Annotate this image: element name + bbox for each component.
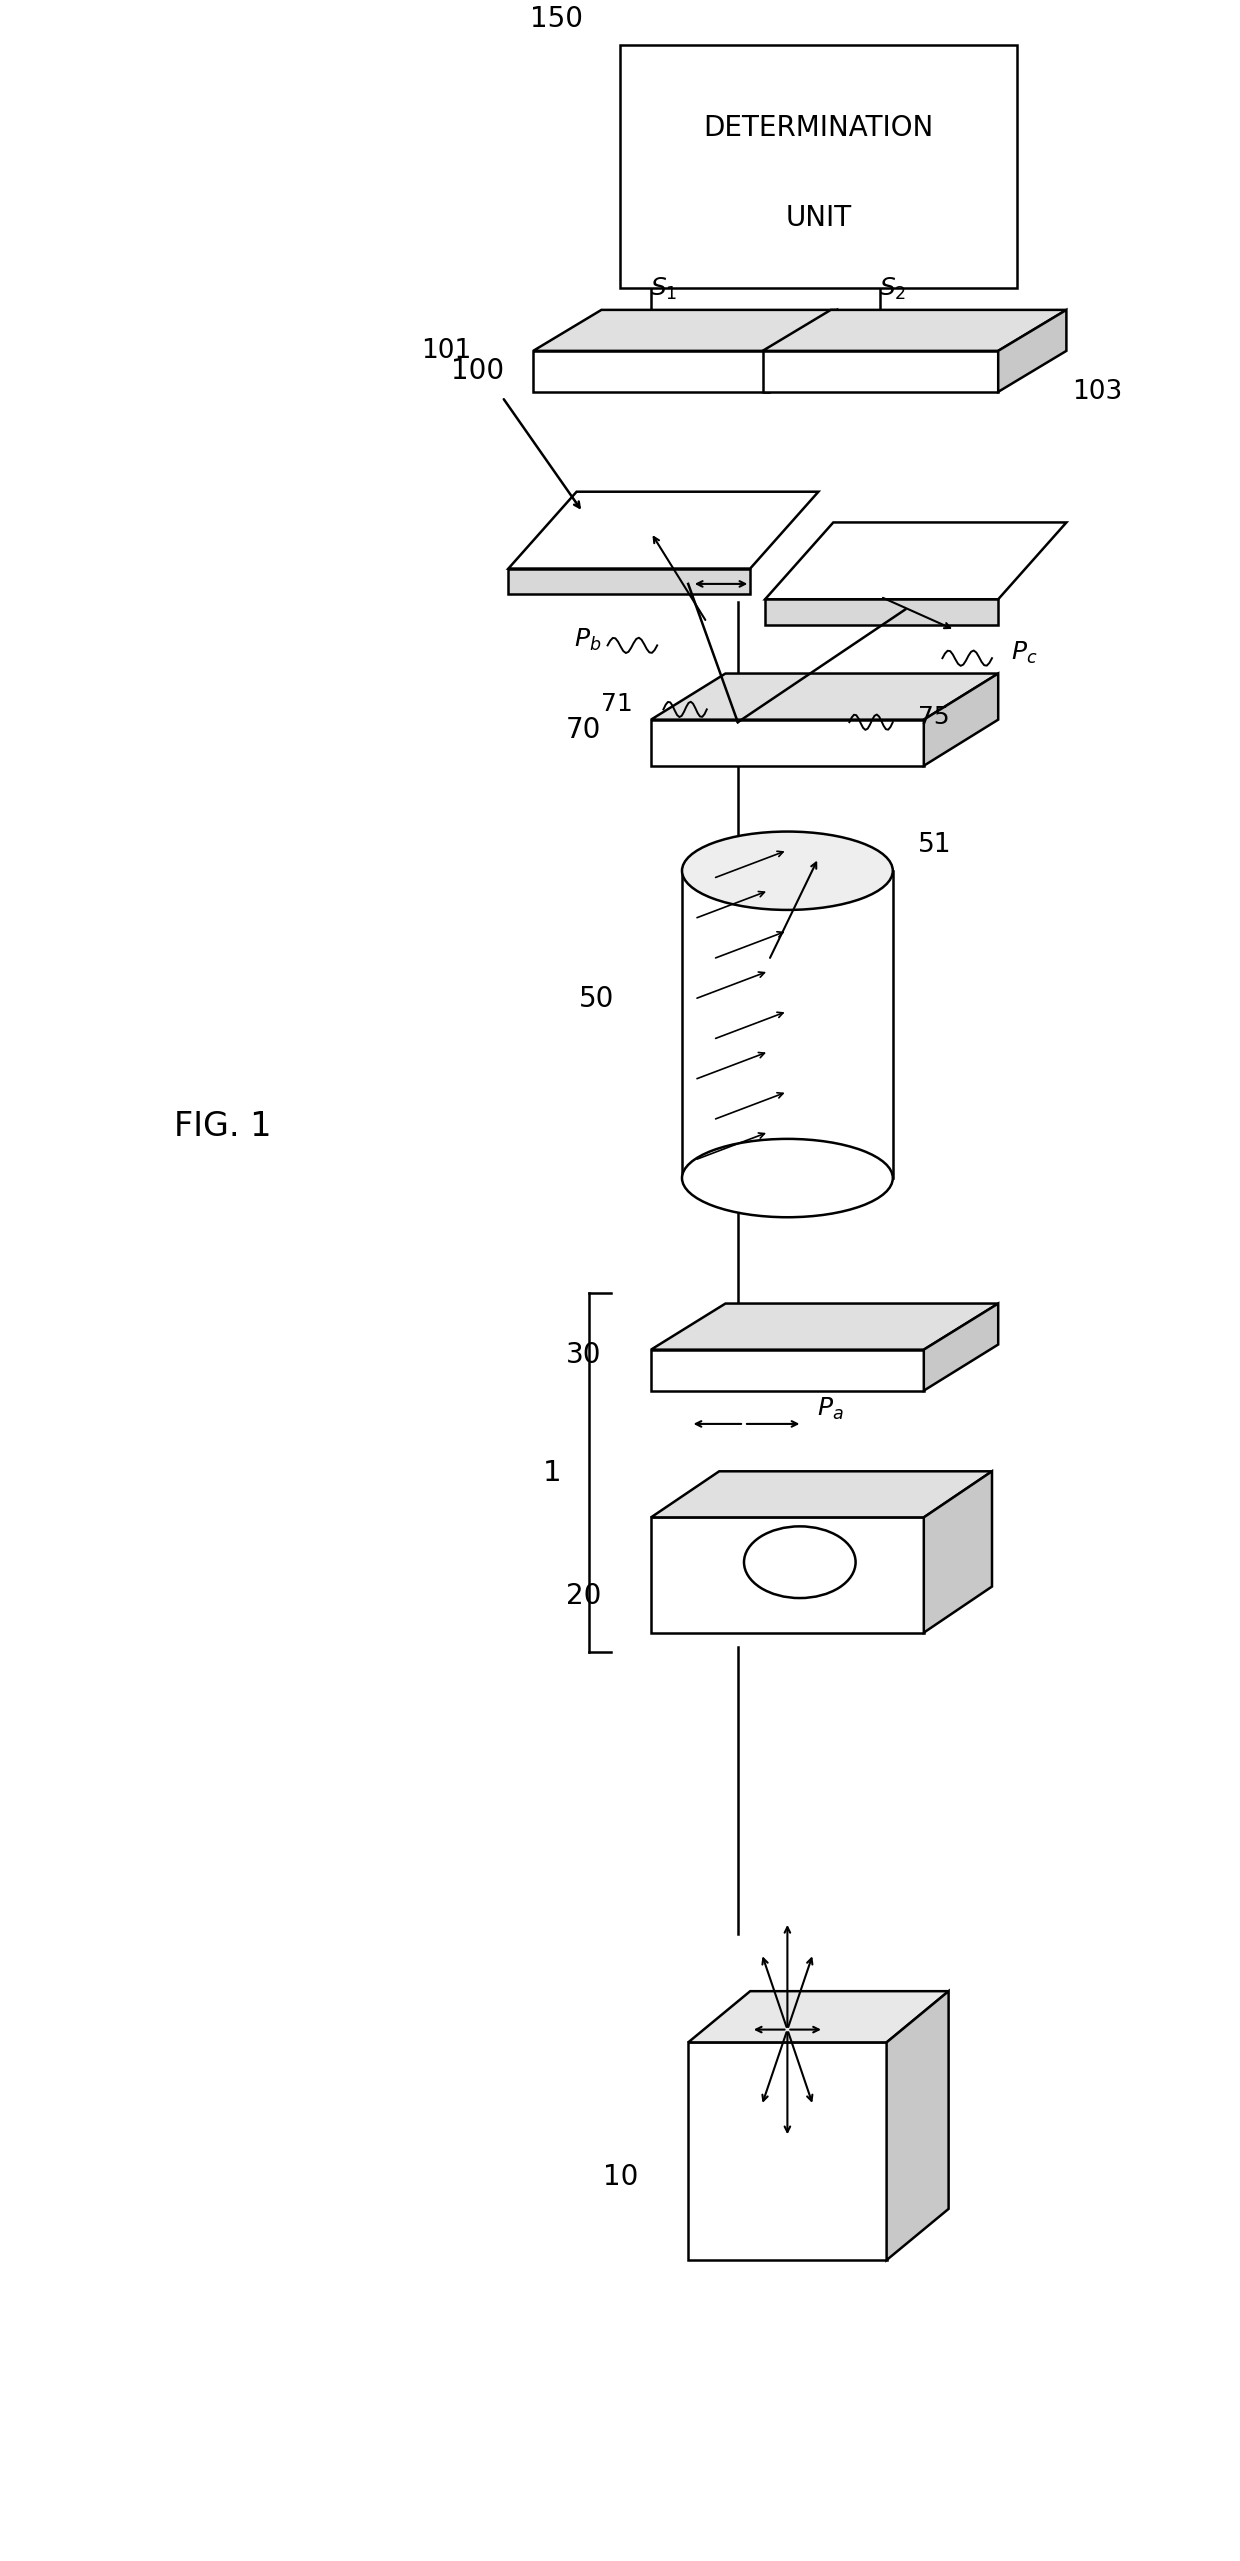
Polygon shape	[651, 1304, 998, 1350]
Text: $S_2$: $S_2$	[879, 277, 906, 302]
Text: 70: 70	[565, 717, 601, 743]
Text: 50: 50	[578, 986, 614, 1012]
Text: 101: 101	[420, 338, 471, 364]
Text: 103: 103	[1073, 379, 1123, 405]
Polygon shape	[688, 1992, 949, 2044]
Polygon shape	[769, 310, 837, 392]
Polygon shape	[924, 1304, 998, 1391]
Ellipse shape	[682, 832, 893, 909]
Polygon shape	[651, 1350, 924, 1391]
Text: $P_a$: $P_a$	[817, 1396, 844, 1421]
Polygon shape	[508, 569, 750, 594]
Polygon shape	[998, 310, 1066, 392]
Text: 150: 150	[529, 5, 583, 33]
Polygon shape	[763, 351, 998, 392]
Polygon shape	[533, 310, 837, 351]
Polygon shape	[651, 1516, 924, 1634]
Text: $S_1$: $S_1$	[650, 277, 677, 302]
Text: UNIT: UNIT	[785, 205, 852, 230]
Polygon shape	[887, 1992, 949, 2261]
Polygon shape	[651, 720, 924, 766]
Polygon shape	[651, 674, 998, 720]
Polygon shape	[763, 310, 1066, 351]
Text: 100: 100	[451, 359, 503, 384]
Text: $P_b$: $P_b$	[574, 627, 601, 653]
Ellipse shape	[744, 1526, 856, 1598]
Text: 1: 1	[543, 1460, 562, 1485]
Polygon shape	[765, 522, 1066, 599]
Text: DETERMINATION: DETERMINATION	[703, 115, 934, 141]
Text: 71: 71	[600, 691, 632, 717]
Text: 20: 20	[565, 1583, 601, 1608]
Polygon shape	[765, 599, 998, 625]
Text: 75: 75	[918, 704, 950, 730]
Text: 10: 10	[603, 2164, 639, 2190]
Text: FIG. 1: FIG. 1	[175, 1111, 272, 1142]
Text: $P_c$: $P_c$	[1011, 640, 1037, 666]
Polygon shape	[620, 44, 1017, 287]
Ellipse shape	[682, 1140, 893, 1216]
Polygon shape	[688, 2044, 887, 2261]
Polygon shape	[924, 674, 998, 766]
Polygon shape	[682, 871, 893, 1178]
Polygon shape	[508, 492, 818, 569]
Text: 51: 51	[918, 832, 951, 858]
Polygon shape	[924, 1470, 992, 1634]
Text: 30: 30	[565, 1342, 601, 1368]
Polygon shape	[533, 351, 769, 392]
Polygon shape	[651, 1470, 992, 1516]
